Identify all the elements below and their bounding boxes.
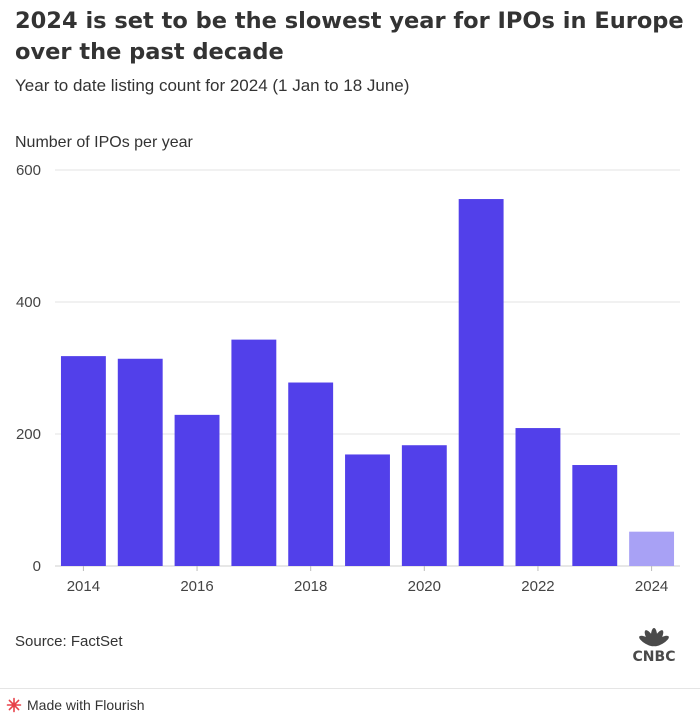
bar-2015 — [117, 358, 163, 566]
x-tick-label: 2024 — [635, 578, 668, 595]
y-axis-label: Number of IPOs per year — [15, 134, 194, 151]
flourish-icon — [6, 697, 22, 713]
x-tick-label: 2020 — [408, 578, 441, 595]
bar-2024 — [629, 531, 675, 566]
y-axis-ticks: 0 200 400 600 — [16, 162, 41, 575]
y-tick-label: 600 — [16, 162, 41, 179]
cnbc-logo-text: CNBC — [633, 649, 676, 662]
made-with-flourish-text: Made with Flourish — [27, 697, 145, 713]
bar-2020 — [401, 445, 447, 566]
bar-2017 — [231, 339, 277, 566]
bar-2019 — [345, 454, 390, 566]
source-note: Source: FactSet — [15, 633, 123, 650]
made-with-flourish-link[interactable]: Made with Flourish — [6, 697, 145, 713]
bar-2021 — [458, 199, 504, 567]
x-tick-label: 2014 — [67, 578, 100, 595]
cnbc-logo: CNBC — [633, 628, 676, 662]
y-tick-label: 200 — [16, 426, 41, 443]
bar-2023 — [572, 465, 618, 566]
x-tick-label: 2022 — [521, 578, 554, 595]
y-tick-label: 400 — [16, 294, 41, 311]
x-axis-ticks: 2014 2016 2018 2020 2022 2024 — [67, 566, 668, 595]
x-tick-label: 2016 — [180, 578, 213, 595]
chart-title: 2024 is set to be the slowest year for I… — [15, 8, 684, 65]
bar-2018 — [288, 382, 334, 566]
bars — [60, 199, 675, 567]
bar-2022 — [515, 428, 561, 566]
footer-divider — [0, 688, 700, 689]
y-tick-label: 0 — [33, 558, 41, 575]
x-tick-label: 2018 — [294, 578, 327, 595]
bar-2014 — [60, 356, 106, 566]
bar-2016 — [174, 414, 220, 566]
chart-subtitle: Year to date listing count for 2024 (1 J… — [15, 76, 410, 95]
